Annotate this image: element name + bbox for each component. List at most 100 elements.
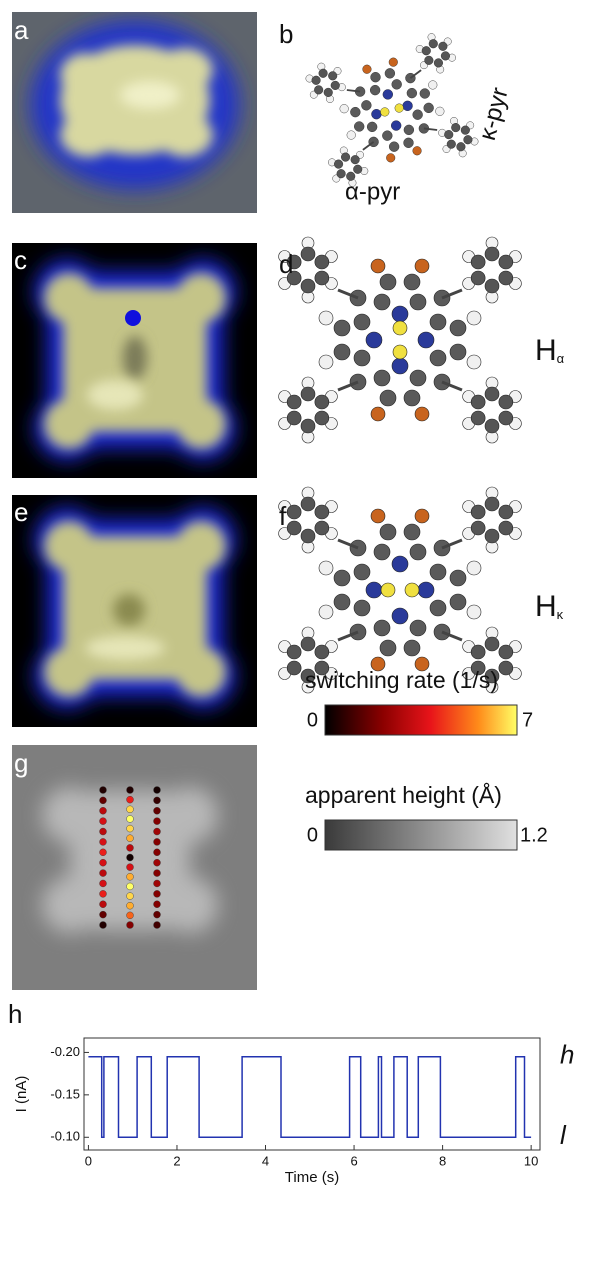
stm-image-c: [12, 243, 257, 478]
atom: [381, 583, 395, 597]
switching-rate-dot: [127, 922, 134, 929]
state-label: Hκ: [535, 590, 564, 623]
atom: [485, 529, 499, 543]
atom: [366, 332, 382, 348]
switching-rate-dot: [154, 922, 161, 929]
x-tick-label: 8: [439, 1153, 446, 1168]
panel-label: c: [14, 245, 27, 275]
switching-rate-dot: [127, 883, 134, 890]
switching-rate-dot: [127, 844, 134, 851]
colorbar-title: apparent height (Å): [305, 781, 502, 808]
atom: [485, 497, 499, 511]
atom: [404, 524, 420, 540]
atom: [334, 594, 350, 610]
switching-rate-dot: [100, 787, 107, 794]
atom: [406, 87, 418, 99]
switching-rate-dot: [100, 890, 107, 897]
colorbar-tick: 0: [307, 824, 318, 846]
atom: [301, 419, 315, 433]
atom: [315, 255, 329, 269]
atom: [366, 121, 378, 133]
atom: [430, 314, 446, 330]
atom: [430, 350, 446, 366]
atom: [301, 387, 315, 401]
atom: [366, 582, 382, 598]
switching-rate-dot: [100, 849, 107, 856]
atom: [369, 71, 381, 83]
panel-label: g: [14, 748, 28, 778]
switching-rate-dot: [127, 912, 134, 919]
atom: [412, 109, 424, 121]
atom: [418, 582, 434, 598]
atom: [410, 294, 426, 310]
atom: [346, 130, 357, 141]
atom: [485, 247, 499, 261]
level-label: h: [560, 1040, 574, 1070]
atom: [415, 509, 429, 523]
atom: [287, 661, 301, 675]
atom: [380, 390, 396, 406]
atom: [287, 411, 301, 425]
atom: [450, 594, 466, 610]
figure: a c e: [0, 0, 593, 1267]
colorbar-tick: 7: [522, 709, 533, 731]
atom: [471, 521, 485, 535]
atom: [380, 274, 396, 290]
atom: [410, 544, 426, 560]
x-tick-label: 4: [262, 1153, 269, 1168]
atom: [410, 620, 426, 636]
switching-rate-dot: [154, 818, 161, 825]
atom: [354, 350, 370, 366]
atom: [485, 387, 499, 401]
x-axis-label: Time (s): [285, 1169, 339, 1186]
atom: [467, 561, 481, 575]
atom: [471, 255, 485, 269]
state: H: [535, 334, 557, 367]
panel-label: h: [8, 999, 22, 1029]
atom: [467, 311, 481, 325]
switching-rate-dot: [154, 797, 161, 804]
stm-image-a: [12, 12, 257, 213]
atom: [419, 87, 431, 99]
atom: [404, 640, 420, 656]
atom: [385, 153, 396, 164]
switching-rate-dot: [127, 854, 134, 861]
atom: [499, 395, 513, 409]
atom: [471, 271, 485, 285]
atom: [393, 345, 407, 359]
atom: [430, 564, 446, 580]
switching-rate-dot: [154, 859, 161, 866]
atom: [369, 84, 381, 96]
atom: [334, 344, 350, 360]
atom: [391, 78, 403, 90]
switching-rate-dot: [100, 870, 107, 877]
atom: [471, 645, 485, 659]
panel-label: e: [14, 497, 28, 527]
atom: [390, 119, 402, 131]
switching-rate-dot: [127, 815, 134, 822]
switching-rate-dot: [127, 873, 134, 880]
atom: [467, 355, 481, 369]
annotation: α-pyr: [345, 178, 400, 205]
atom: [499, 661, 513, 675]
panel-label: f: [279, 501, 287, 531]
atom: [374, 370, 390, 386]
atom: [334, 320, 350, 336]
y-axis-label: I (nA): [13, 1076, 30, 1113]
panel-label: a: [14, 15, 29, 45]
molecule-model-d: [279, 237, 522, 443]
atom: [499, 271, 513, 285]
switching-rate-dot: [100, 859, 107, 866]
state-label: Hα: [535, 334, 565, 367]
atom: [401, 100, 413, 112]
x-tick-label: 0: [85, 1153, 92, 1168]
switching-rate-dot: [127, 864, 134, 871]
atom: [393, 321, 407, 335]
level-label: l: [560, 1120, 567, 1150]
atom: [301, 497, 315, 511]
atom: [374, 544, 390, 560]
atom: [370, 108, 382, 120]
atom: [404, 390, 420, 406]
atom: [287, 395, 301, 409]
x-tick-label: 6: [350, 1153, 357, 1168]
